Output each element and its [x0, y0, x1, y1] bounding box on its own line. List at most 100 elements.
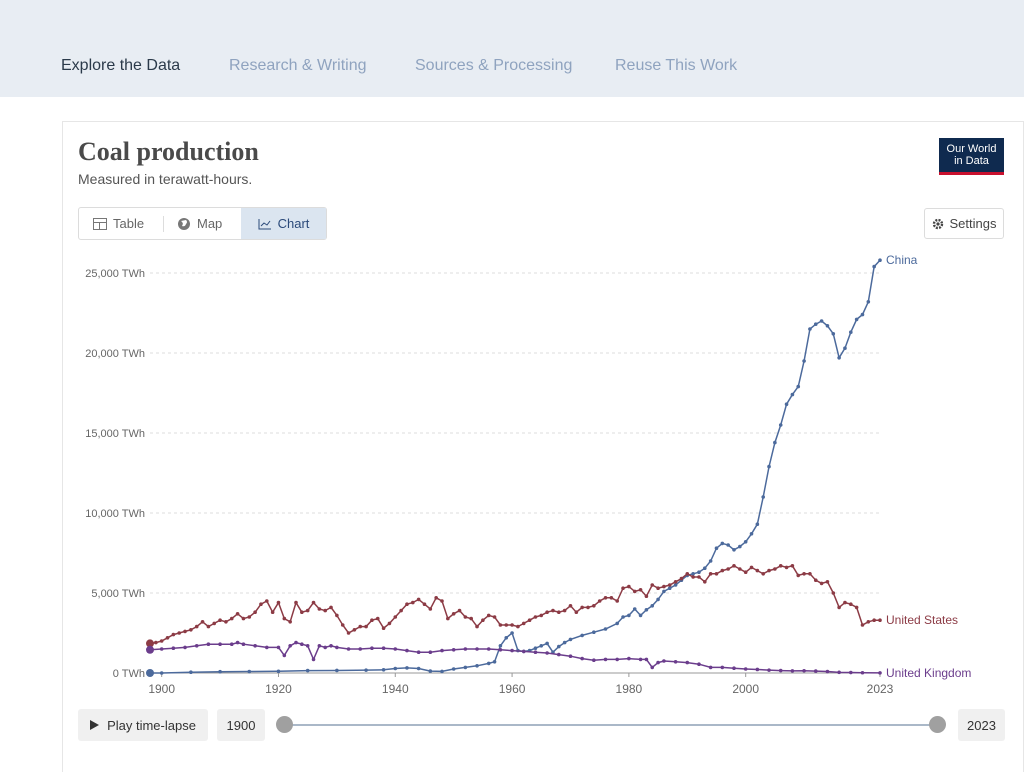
data-point — [662, 659, 666, 663]
x-tick-label: 1900 — [148, 682, 175, 696]
data-point — [667, 583, 672, 587]
data-point — [270, 610, 275, 614]
data-point — [767, 464, 771, 469]
data-point — [545, 610, 549, 614]
data-point — [872, 264, 876, 269]
data-point — [854, 317, 859, 322]
tab-chart[interactable]: Chart — [241, 208, 326, 239]
data-point — [492, 615, 497, 619]
data-point — [802, 359, 806, 363]
data-point — [627, 656, 631, 661]
data-point — [866, 620, 871, 624]
data-point — [778, 423, 783, 427]
data-point — [808, 327, 812, 331]
data-point — [189, 670, 193, 674]
timeline-track[interactable] — [285, 724, 937, 726]
data-point — [259, 602, 263, 606]
data-point — [638, 588, 643, 592]
start-year-box[interactable]: 1900 — [217, 709, 265, 741]
data-point — [434, 596, 438, 600]
data-point — [580, 656, 584, 661]
data-point — [597, 599, 602, 603]
data-point — [481, 618, 485, 622]
data-point — [568, 637, 573, 642]
data-point — [662, 589, 666, 594]
top-navigation — [0, 0, 1024, 97]
data-point — [387, 621, 392, 626]
play-time-lapse-button[interactable]: Play time-lapse — [78, 709, 208, 741]
data-point — [300, 642, 304, 646]
data-point — [778, 668, 783, 673]
data-point — [183, 629, 187, 634]
data-point — [685, 660, 690, 665]
data-point — [568, 654, 573, 658]
data-point — [229, 616, 234, 621]
data-point — [411, 600, 415, 605]
table-icon — [93, 217, 107, 230]
tab-explore-the-data[interactable]: Explore the Data — [61, 57, 181, 74]
end-year-box[interactable]: 2023 — [958, 709, 1005, 741]
owid-logo[interactable]: Our World in Data — [939, 138, 1004, 175]
data-point — [860, 670, 865, 675]
data-point — [405, 602, 409, 606]
logo-line-1: Our World — [946, 143, 997, 155]
data-point — [545, 651, 549, 655]
tab-map[interactable]: Map — [177, 208, 233, 239]
data-point — [189, 628, 193, 632]
data-point — [335, 668, 339, 673]
data-point — [551, 608, 555, 613]
data-point — [703, 580, 707, 584]
tab-reuse-this-work[interactable]: Reuse This Work — [615, 57, 738, 74]
data-point — [650, 665, 655, 670]
data-point — [504, 623, 509, 627]
series-label: China — [886, 253, 918, 267]
data-point — [206, 642, 211, 646]
data-point — [206, 624, 211, 629]
tab-divider — [163, 216, 164, 232]
data-point — [510, 631, 514, 635]
data-point — [592, 604, 596, 608]
data-point — [849, 670, 853, 675]
data-point — [627, 584, 631, 589]
data-point — [317, 644, 322, 648]
data-point — [393, 647, 398, 651]
data-point — [621, 615, 625, 619]
y-tick-label: 0 TWh — [113, 668, 145, 680]
play-icon — [90, 720, 100, 730]
data-point — [235, 640, 240, 645]
tab-research-writing[interactable]: Research & Writing — [229, 57, 367, 74]
data-point — [253, 644, 257, 648]
data-point — [773, 440, 777, 445]
data-point — [691, 572, 695, 576]
data-point — [796, 384, 801, 389]
data-point — [720, 541, 725, 546]
settings-button[interactable]: Settings — [924, 208, 1004, 239]
data-point — [825, 580, 830, 584]
line-chart-icon — [258, 218, 271, 229]
data-point — [235, 612, 240, 616]
series-start-marker — [146, 669, 154, 677]
data-point — [866, 300, 871, 304]
data-point — [358, 624, 363, 629]
timeline-end-handle[interactable] — [929, 716, 946, 733]
data-point — [825, 324, 830, 328]
data-point — [650, 604, 655, 608]
tab-map-label: Map — [197, 216, 223, 231]
data-point — [790, 392, 795, 397]
data-point — [486, 661, 491, 666]
data-point — [644, 594, 649, 598]
data-point — [393, 666, 398, 671]
data-point — [288, 644, 292, 648]
timeline-start-handle[interactable] — [276, 716, 293, 733]
tab-table[interactable]: Table — [93, 208, 153, 239]
data-point — [440, 599, 444, 603]
data-point — [194, 624, 199, 629]
data-point — [177, 631, 181, 635]
data-point — [288, 620, 292, 624]
data-point — [218, 642, 222, 646]
data-point — [685, 572, 690, 576]
tab-sources-processing[interactable]: Sources & Processing — [415, 57, 573, 74]
data-point — [837, 670, 841, 675]
data-point — [399, 608, 403, 613]
data-point — [773, 567, 777, 571]
